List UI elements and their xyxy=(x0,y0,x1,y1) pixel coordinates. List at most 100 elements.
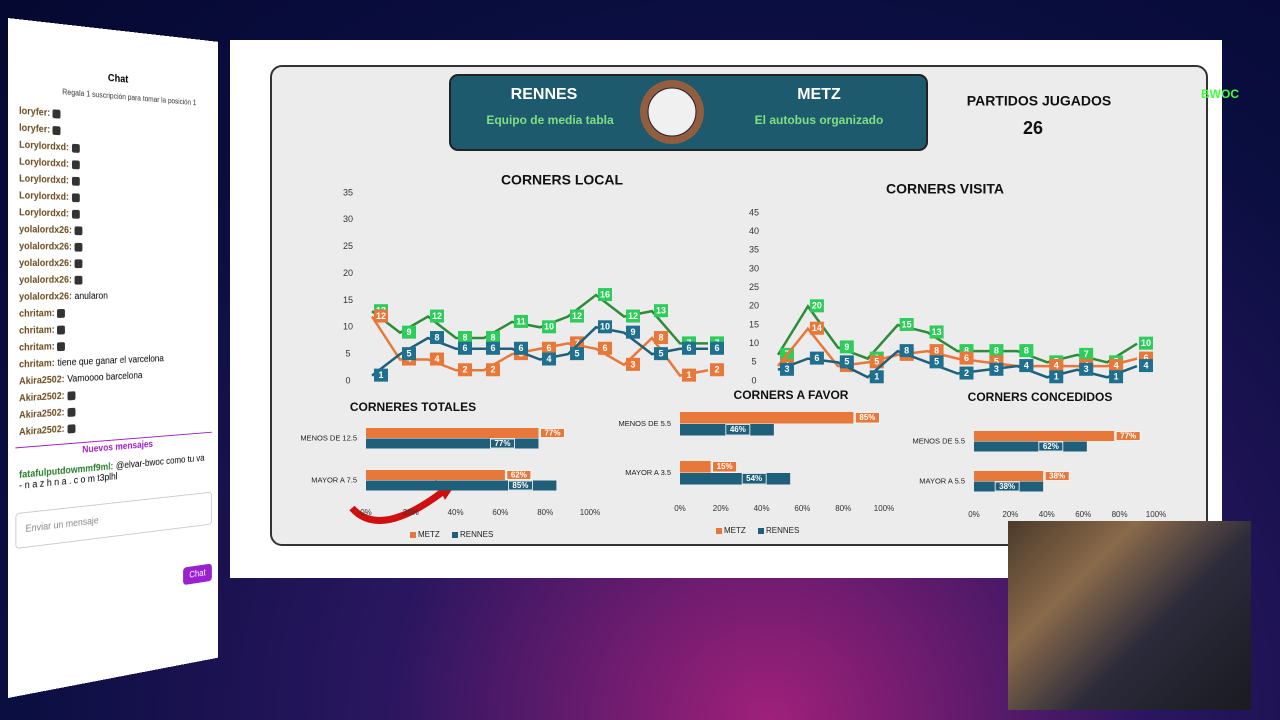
value-label: 38% xyxy=(1049,471,1065,480)
chart-title: CORNERS A FAVOR xyxy=(734,388,849,402)
chat-emote xyxy=(74,259,83,268)
chat-message: yolalordx26: xyxy=(8,272,218,289)
series-line xyxy=(777,326,1138,368)
point-label-box xyxy=(1079,362,1094,376)
chat-user: Lorylordxd: xyxy=(19,139,69,154)
point-label-box xyxy=(682,341,696,355)
point-label: 12 xyxy=(572,311,582,321)
chat-emote xyxy=(57,341,66,352)
point-label-box xyxy=(654,347,668,361)
y-tick-label: 25 xyxy=(749,282,759,292)
point-label-box xyxy=(486,331,500,345)
point-label-box xyxy=(809,351,824,365)
home-tagline: Equipo de media tabla xyxy=(486,113,614,127)
category-label: MENOS DE 5.5 xyxy=(618,419,671,428)
point-label: 8 xyxy=(964,346,969,356)
webcam xyxy=(1008,521,1251,710)
point-label: 4 xyxy=(1024,360,1029,370)
ball xyxy=(647,87,697,137)
value-label: 62% xyxy=(1043,442,1059,451)
point-label-box xyxy=(570,347,584,361)
chat-emote xyxy=(67,391,76,401)
point-label: 13 xyxy=(656,306,666,316)
category-label: MENOS DE 12.5 xyxy=(300,433,357,442)
legend-label: RENNES xyxy=(460,530,493,539)
point-label: 8 xyxy=(658,332,663,342)
point-label: 4 xyxy=(546,354,551,364)
point-label: 6 xyxy=(462,343,467,353)
y-tick-label: 0 xyxy=(751,375,756,385)
chat-user: Akira2502: xyxy=(19,390,65,405)
chat-emote xyxy=(67,424,76,434)
value-label-box xyxy=(1044,471,1070,481)
point-label: 6 xyxy=(546,343,551,353)
x-tick-label: 60% xyxy=(1075,510,1091,519)
value-label: 85% xyxy=(512,481,528,490)
value-label: 85% xyxy=(859,413,875,422)
value-label: 38% xyxy=(999,482,1015,491)
chat-emote xyxy=(67,407,76,417)
point-label: 3 xyxy=(630,359,635,369)
point-label: 9 xyxy=(630,327,635,337)
value-label-box xyxy=(490,438,515,449)
chat-user: loryfer: xyxy=(19,105,51,119)
chat-input[interactable]: Enviar un mensaje xyxy=(15,491,212,550)
logo: BWOC xyxy=(1201,87,1239,101)
point-label-box xyxy=(929,344,944,358)
chat-emote xyxy=(57,308,66,318)
point-label-box xyxy=(626,309,640,323)
x-tick-label: 0% xyxy=(968,510,980,519)
y-tick-label: 5 xyxy=(751,357,756,367)
played-label: PARTIDOS JUGADOS xyxy=(967,93,1111,109)
point-label-box xyxy=(542,320,556,334)
chat-user: Akira2502: xyxy=(19,424,65,439)
chat-text: Vamoooo barcelona xyxy=(67,370,143,385)
x-tick-label: 0% xyxy=(360,508,372,517)
point-label: 12 xyxy=(376,311,386,321)
point-label: 6 xyxy=(518,343,523,353)
point-label-box xyxy=(458,331,472,345)
x-tick-label: 20% xyxy=(403,508,419,517)
bar xyxy=(366,438,539,449)
x-tick-label: 0% xyxy=(674,504,686,513)
x-tick-label: 20% xyxy=(713,504,729,513)
point-label-box xyxy=(899,318,914,331)
point-label-box xyxy=(654,304,668,318)
y-tick-label: 20 xyxy=(343,268,353,278)
point-label: 10 xyxy=(1141,338,1151,348)
x-tick-label: 80% xyxy=(537,508,553,517)
point-label: 8 xyxy=(434,332,439,342)
point-label: 8 xyxy=(1024,346,1029,356)
point-label: 12 xyxy=(628,311,638,321)
point-label-box xyxy=(626,325,640,339)
category-label: MAYOR A 7.5 xyxy=(311,475,357,484)
chart-title: CORNERS LOCAL xyxy=(501,172,624,188)
point-label-box xyxy=(989,362,1004,376)
legend-label: METZ xyxy=(418,530,440,539)
point-label-box xyxy=(710,363,724,377)
y-tick-label: 25 xyxy=(343,241,353,251)
chat-user: Lorylordxd: xyxy=(19,190,69,203)
series-line xyxy=(371,325,708,377)
point-label: 5 xyxy=(658,349,663,359)
point-label-box xyxy=(430,352,444,366)
y-tick-label: 30 xyxy=(749,263,759,273)
point-label: 16 xyxy=(600,289,610,299)
point-label: 1 xyxy=(1114,372,1119,382)
point-label: 9 xyxy=(406,327,411,337)
legend-swatch xyxy=(410,532,416,538)
point-label: 2 xyxy=(490,365,495,375)
chat-emote xyxy=(71,209,80,219)
point-label-box xyxy=(486,341,500,355)
point-label-box xyxy=(1079,347,1094,361)
chat-emote xyxy=(74,226,83,236)
point-label: 8 xyxy=(994,346,999,356)
point-label-box xyxy=(1049,359,1064,373)
chat-send-button[interactable]: Chat xyxy=(183,563,212,586)
point-label-box xyxy=(514,314,528,328)
point-label-box xyxy=(899,344,914,358)
legend-swatch xyxy=(758,528,764,534)
point-label: 14 xyxy=(812,323,822,333)
away-name: METZ xyxy=(797,86,841,103)
point-label-box xyxy=(486,363,500,377)
